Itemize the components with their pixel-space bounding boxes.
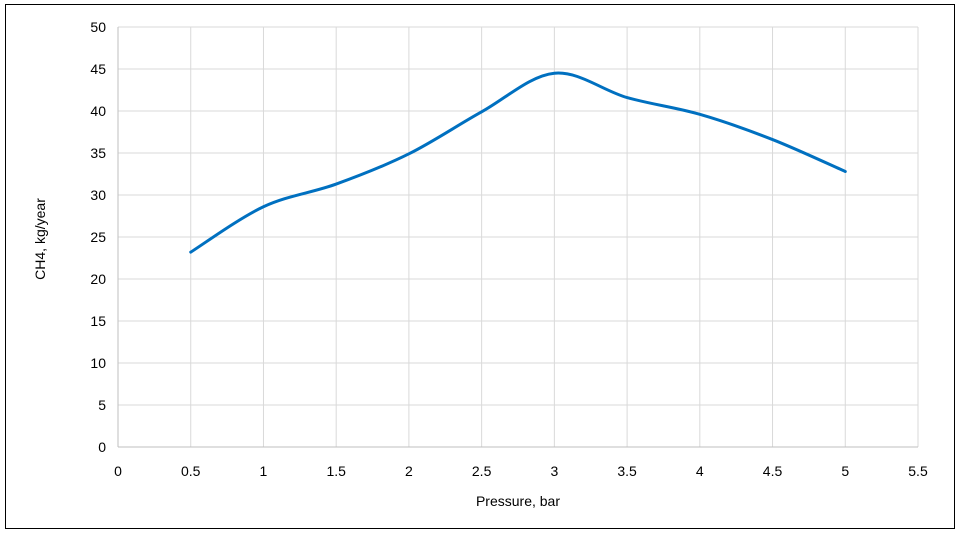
x-tick-label: 1.5: [326, 463, 346, 479]
x-tick-label: 4.5: [763, 463, 783, 479]
x-tick-label: 0.5: [181, 463, 201, 479]
chart-frame: 0 0.5 1 1.5 2 2.5 3 3.5 4 4.5 5 5.5 0 5 10 15 20 25 30 35 4…: [5, 4, 955, 529]
y-tick-label: 25: [90, 229, 106, 245]
x-tick-label: 4: [696, 463, 704, 479]
x-axis-title: Pressure, bar: [476, 493, 560, 509]
y-tick-label: 50: [90, 19, 106, 35]
x-tick-label: 5: [841, 463, 849, 479]
gridlines: [118, 26, 919, 447]
x-tick-label: 2.5: [472, 463, 492, 479]
x-tick-label: 3.5: [617, 463, 637, 479]
y-tick-label: 30: [90, 187, 106, 203]
axes: [117, 27, 918, 448]
y-tick-label: 5: [98, 397, 106, 413]
x-tick-label: 5.5: [908, 463, 928, 479]
line-chart: 0 0.5 1 1.5 2 2.5 3 3.5 4 4.5 5 5.5 0 5 10 15 20 25 30 35 4…: [32, 19, 928, 509]
y-tick-label: 40: [90, 103, 106, 119]
y-axis-ticks: 0 5 10 15 20 25 30 35 40 45 50: [90, 19, 106, 455]
y-axis-title: CH4, kg/year: [32, 198, 48, 280]
x-tick-label: 3: [550, 463, 558, 479]
series-layer: [189, 71, 847, 254]
x-tick-label: 0: [114, 463, 122, 479]
y-tick-label: 15: [90, 313, 106, 329]
y-tick-label: 20: [90, 271, 106, 287]
x-axis-ticks: 0 0.5 1 1.5 2 2.5 3 3.5 4 4.5 5 5.5: [114, 463, 928, 479]
y-tick-label: 10: [90, 355, 106, 371]
x-tick-label: 1: [260, 463, 268, 479]
x-tick-label: 2: [405, 463, 413, 479]
y-tick-label: 0: [98, 439, 106, 455]
y-tick-label: 35: [90, 145, 106, 161]
series-line: [189, 71, 847, 254]
y-tick-label: 45: [90, 61, 106, 77]
